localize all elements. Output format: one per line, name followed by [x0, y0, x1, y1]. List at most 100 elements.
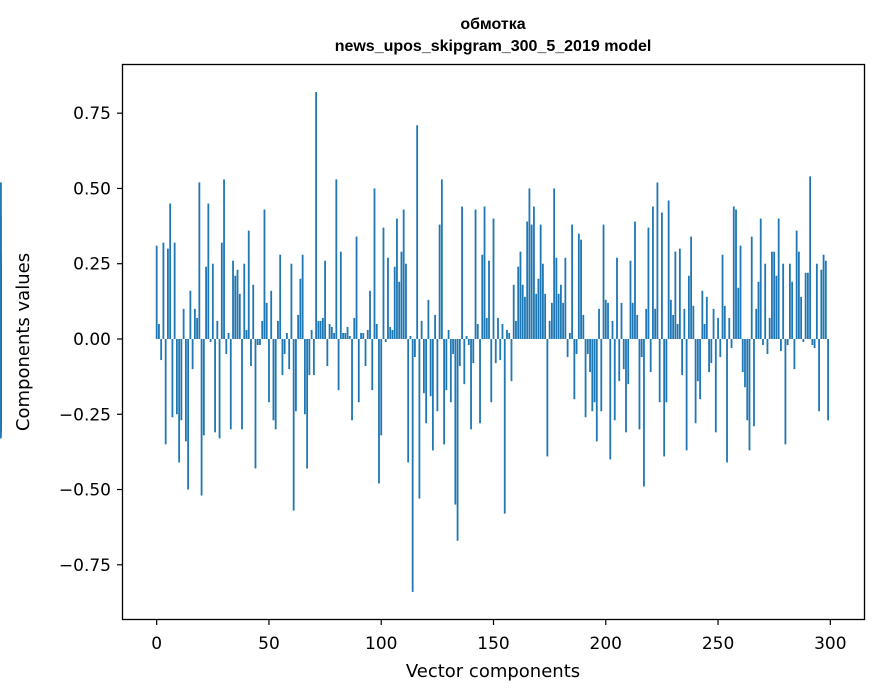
bar [366, 329, 369, 339]
bar [411, 338, 414, 592]
bar [692, 305, 695, 339]
bar [389, 326, 392, 339]
bar [272, 338, 275, 421]
bar [506, 329, 508, 339]
bar [330, 326, 333, 339]
bar [301, 254, 304, 339]
bar [537, 278, 540, 339]
bar [250, 338, 252, 367]
bar [764, 263, 767, 339]
bar [373, 188, 376, 339]
bar [265, 302, 268, 339]
bar [270, 290, 273, 339]
bar [701, 290, 704, 339]
bar [225, 338, 228, 355]
bar [746, 338, 749, 421]
bar [748, 338, 751, 451]
bar [786, 338, 789, 346]
bar [497, 317, 499, 339]
bar [409, 335, 412, 339]
bar [474, 209, 477, 339]
bar [337, 338, 340, 391]
bar [528, 188, 531, 339]
bar [809, 176, 812, 339]
bar [0, 290, 2, 339]
bar [387, 257, 389, 339]
bar [645, 308, 648, 339]
bar [782, 263, 785, 339]
bar [775, 275, 778, 339]
bar [559, 284, 562, 339]
bar [784, 338, 787, 445]
bar [200, 338, 203, 496]
bar [234, 275, 237, 339]
bar [344, 332, 347, 339]
y-tick-label: −0.25 [59, 405, 111, 425]
bar [780, 338, 782, 352]
bar [158, 323, 160, 339]
bar [681, 338, 684, 376]
bar [277, 320, 279, 339]
bar [321, 317, 324, 339]
bar [454, 338, 457, 505]
bar [315, 92, 318, 339]
bar [461, 206, 463, 339]
bar [164, 338, 167, 445]
bar [687, 275, 690, 339]
bar [436, 338, 439, 412]
bar [696, 338, 699, 382]
bar [822, 254, 825, 339]
bar [418, 338, 421, 499]
bar [263, 209, 266, 339]
bar [690, 236, 692, 339]
bar [211, 263, 214, 339]
bar [238, 293, 241, 339]
bar [750, 236, 753, 339]
y-axis-label: Components values [13, 253, 34, 431]
bar [220, 242, 223, 339]
bar [571, 224, 573, 339]
bar [312, 338, 315, 376]
bar [589, 338, 591, 373]
bar [348, 335, 351, 339]
bar [600, 338, 603, 412]
bar [667, 200, 670, 339]
bar [167, 248, 169, 339]
bar [227, 332, 230, 339]
bar [741, 338, 744, 373]
bar [281, 338, 284, 376]
x-tick-label: 0 [151, 634, 162, 654]
bar [656, 182, 659, 339]
bar [519, 251, 522, 339]
bar [279, 254, 282, 339]
bar [584, 338, 587, 418]
bar [422, 338, 425, 394]
bar [634, 221, 636, 339]
bar [360, 332, 362, 339]
x-tick-label: 300 [814, 634, 846, 654]
bar [548, 320, 551, 339]
x-tick-label: 200 [590, 634, 622, 654]
bar [791, 281, 794, 339]
bar [198, 182, 201, 339]
bar [371, 338, 374, 391]
bar [416, 125, 419, 339]
bar [241, 338, 243, 430]
bar [396, 218, 398, 339]
bar [703, 323, 706, 339]
bar [364, 338, 367, 367]
bar [517, 266, 520, 339]
bar [708, 338, 710, 373]
bar [591, 338, 594, 412]
bar [274, 338, 277, 430]
bar [339, 251, 342, 339]
bar [202, 338, 205, 436]
bar [672, 314, 675, 339]
bar [425, 338, 428, 424]
bar [431, 338, 434, 451]
bar [797, 251, 800, 339]
bar [384, 338, 387, 342]
bar [490, 338, 493, 403]
bar [658, 338, 661, 403]
bar [407, 338, 410, 463]
